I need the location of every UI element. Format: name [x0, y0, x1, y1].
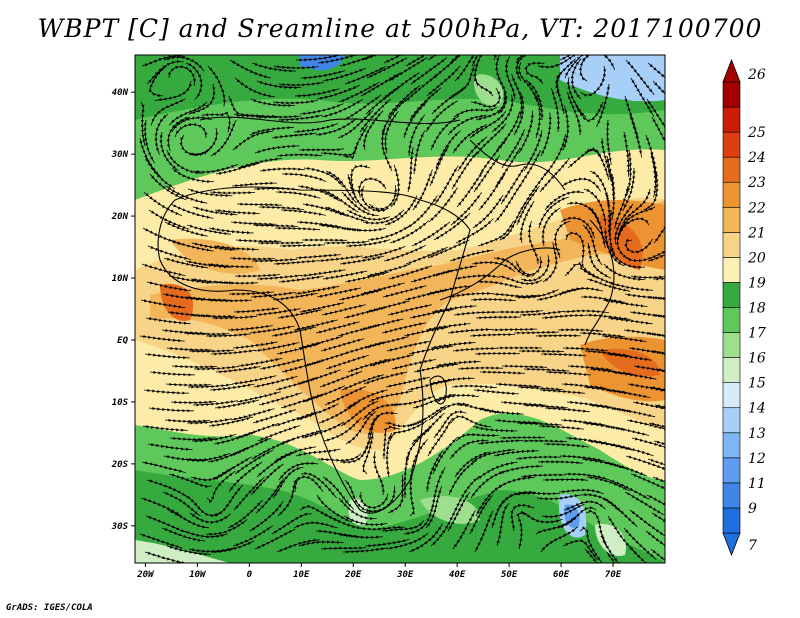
lon-tick-label: 60E	[553, 570, 570, 580]
colorbar-label: 26	[747, 67, 766, 83]
lon-tick-label: 20E	[344, 570, 362, 580]
colorbar-swatch	[723, 458, 740, 483]
colorbar-label: 9	[748, 501, 757, 517]
colorbar-swatch	[723, 232, 740, 257]
colorbar-swatch	[723, 257, 740, 282]
colorbar-label: 23	[747, 175, 766, 191]
colorbar-swatch	[723, 107, 740, 132]
latitude-axis: 40N 30N 20N 10N EQ 10S 20S 30S	[111, 88, 135, 532]
wbpt-filled-field	[135, 55, 665, 563]
lon-tick-label: 0	[247, 570, 253, 580]
colorbar-label: 22	[747, 200, 766, 216]
longitude-axis: 20W 10W 0 10E 20E 30E 40E 50E 60E 70E	[136, 563, 621, 580]
colorbar-label: 14	[748, 401, 766, 417]
colorbar-swatch	[723, 82, 740, 107]
colorbar-label: 13	[748, 426, 766, 442]
colorbar-swatch	[723, 333, 740, 358]
colorbar-swatch	[723, 182, 740, 207]
lon-tick-label: 30E	[396, 570, 414, 580]
colorbar-label: 18	[748, 301, 766, 317]
colorbar-swatch	[723, 383, 740, 408]
lon-tick-label: 20W	[136, 570, 155, 580]
lat-tick-label: 30N	[111, 150, 129, 160]
colorbar-swatch	[723, 433, 740, 458]
lat-tick-label: EQ	[117, 336, 128, 346]
lat-tick-label: 20N	[111, 212, 129, 222]
colorbar-top-arrow	[723, 60, 740, 82]
colorbar: 7 9 11 12 13 14 15 16 17 18 19 20 21 22 23 24 25 26	[723, 60, 766, 555]
colorbar-swatch	[723, 132, 740, 157]
colorbar-label: 24	[747, 150, 766, 166]
colorbar-swatch	[723, 308, 740, 333]
lon-tick-label: 10E	[293, 570, 310, 580]
colorbar-swatch	[723, 508, 740, 533]
colorbar-label: 15	[748, 376, 766, 392]
colorbar-swatch	[723, 157, 740, 182]
colorbar-label: 17	[748, 326, 766, 342]
colorbar-bottom-arrow	[723, 533, 740, 555]
colorbar-swatch	[723, 408, 740, 433]
footer-credit: GrADS: IGES/COLA	[6, 603, 93, 613]
lon-tick-label: 50E	[501, 570, 518, 580]
colorbar-swatch	[723, 207, 740, 232]
lat-tick-label: 20S	[111, 460, 129, 470]
colorbar-label: 20	[747, 250, 766, 266]
lat-tick-label: 10S	[112, 398, 129, 408]
colorbar-label: 16	[748, 351, 766, 367]
colorbar-swatch	[723, 358, 740, 383]
lat-tick-label: 30S	[111, 522, 129, 532]
colorbar-label: 7	[748, 538, 757, 554]
lat-tick-label: 10N	[112, 274, 129, 284]
colorbar-swatch	[723, 483, 740, 508]
lon-tick-label: 10W	[189, 570, 207, 580]
colorbar-label: 12	[748, 451, 766, 467]
colorbar-swatch	[723, 282, 740, 307]
lat-tick-label: 40N	[112, 88, 129, 98]
lon-tick-label: 40E	[449, 570, 466, 580]
colorbar-label: 21	[747, 225, 766, 241]
colorbar-label: 25	[747, 125, 766, 141]
colorbar-label: 19	[748, 275, 766, 291]
lon-tick-label: 70E	[605, 570, 622, 580]
colorbar-label: 11	[748, 476, 766, 492]
